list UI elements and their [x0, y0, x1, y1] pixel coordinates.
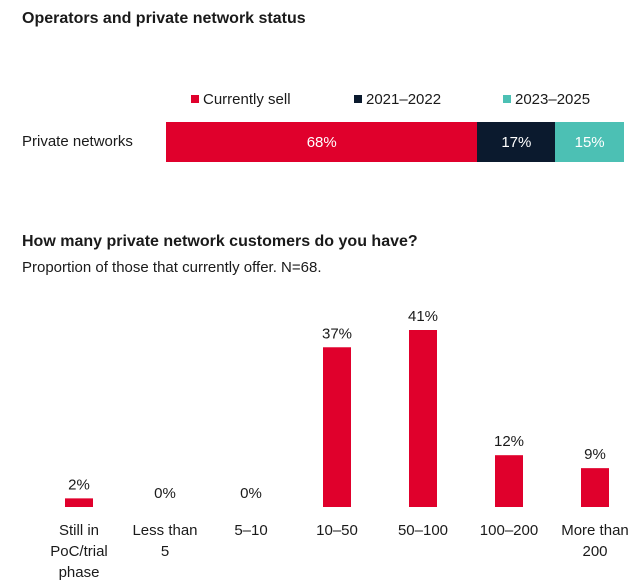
legend-swatch-red — [191, 95, 199, 103]
category-tick-label: Still in — [59, 522, 99, 539]
legend-label: Currently sell — [203, 91, 291, 108]
stacked-bar: 68% 17% 15% — [166, 122, 624, 162]
category-tick-label: 200 — [582, 543, 607, 560]
legend: Currently sell 2021–2022 2023–2025 — [0, 91, 641, 111]
bar-value-label: 0% — [240, 485, 262, 502]
legend-item-2023-2025: 2023–2025 — [503, 91, 590, 108]
category-tick-label: 100–200 — [480, 522, 538, 539]
category-tick-label: More than — [561, 522, 629, 539]
category-tick-label: Less than — [132, 522, 197, 539]
bar — [495, 455, 523, 507]
row-label-private-networks: Private networks — [22, 133, 133, 150]
stack-segment-1: 68% — [166, 122, 478, 162]
stack-segment-3: 15% — [555, 122, 624, 162]
bar-value-label: 2% — [68, 476, 90, 493]
stack-segment-label: 17% — [501, 133, 532, 151]
category-tick-label: phase — [59, 564, 100, 581]
category-tick-label: PoC/trial — [50, 543, 108, 560]
chart-title-operators: Operators and private network status — [22, 10, 306, 27]
chart-subtitle: Proportion of those that currently offer… — [22, 259, 322, 276]
bar — [409, 330, 437, 507]
bar-value-label: 41% — [408, 308, 438, 325]
stack-segment-label: 15% — [574, 133, 605, 151]
bar-value-label: 12% — [494, 433, 524, 450]
legend-swatch-teal — [503, 95, 511, 103]
legend-label: 2021–2022 — [366, 91, 442, 108]
legend-item-currently-sell: Currently sell — [191, 91, 291, 108]
bar — [581, 468, 609, 507]
stack-segment-2: 17% — [477, 122, 556, 162]
category-tick-label: 10–50 — [316, 522, 358, 539]
bar — [65, 498, 93, 507]
bar-value-label: 9% — [584, 446, 606, 463]
stack-segment-label: 68% — [306, 133, 337, 151]
bar-value-label: 37% — [322, 325, 352, 342]
category-tick-label: 5–10 — [234, 522, 267, 539]
bar — [323, 347, 351, 507]
chart-title-customers: How many private network customers do yo… — [22, 233, 418, 250]
legend-swatch-navy — [354, 95, 362, 103]
bar-value-label: 0% — [154, 485, 176, 502]
category-tick-label: 50–100 — [398, 522, 448, 539]
customers-bar-chart: 2% Still in PoC/trial phase 0% Less than 5 0% 5–… — [50, 308, 629, 581]
category-tick-label: 5 — [161, 543, 169, 560]
legend-item-2021-2022: 2021–2022 — [354, 91, 441, 108]
legend-label: 2023–2025 — [515, 91, 591, 108]
